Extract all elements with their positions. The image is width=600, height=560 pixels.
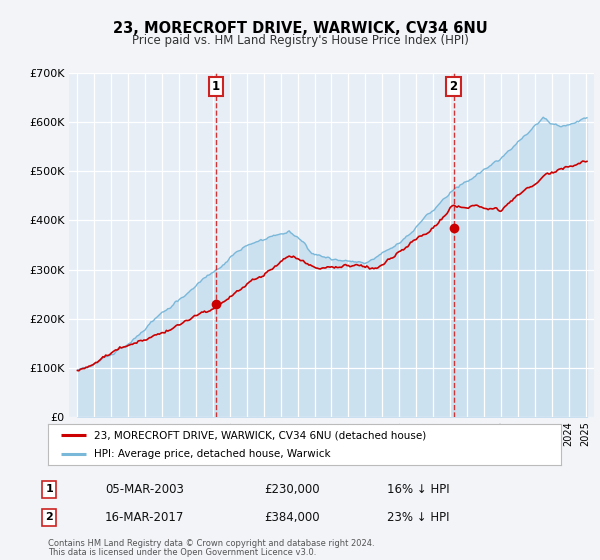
Text: £384,000: £384,000 xyxy=(264,511,320,524)
Text: Price paid vs. HM Land Registry's House Price Index (HPI): Price paid vs. HM Land Registry's House … xyxy=(131,34,469,46)
Text: 23, MORECROFT DRIVE, WARWICK, CV34 6NU: 23, MORECROFT DRIVE, WARWICK, CV34 6NU xyxy=(113,21,487,36)
Text: 23, MORECROFT DRIVE, WARWICK, CV34 6NU (detached house): 23, MORECROFT DRIVE, WARWICK, CV34 6NU (… xyxy=(94,431,427,440)
Text: 23% ↓ HPI: 23% ↓ HPI xyxy=(387,511,449,524)
Text: 1: 1 xyxy=(212,80,220,93)
Text: 05-MAR-2003: 05-MAR-2003 xyxy=(105,483,184,496)
Text: This data is licensed under the Open Government Licence v3.0.: This data is licensed under the Open Gov… xyxy=(48,548,316,557)
Text: £230,000: £230,000 xyxy=(264,483,320,496)
Text: Contains HM Land Registry data © Crown copyright and database right 2024.: Contains HM Land Registry data © Crown c… xyxy=(48,539,374,548)
Text: 16% ↓ HPI: 16% ↓ HPI xyxy=(387,483,449,496)
Text: 1: 1 xyxy=(46,484,53,494)
Text: 2: 2 xyxy=(46,512,53,522)
Text: 16-MAR-2017: 16-MAR-2017 xyxy=(105,511,184,524)
Text: 2: 2 xyxy=(449,80,458,93)
Text: HPI: Average price, detached house, Warwick: HPI: Average price, detached house, Warw… xyxy=(94,449,331,459)
